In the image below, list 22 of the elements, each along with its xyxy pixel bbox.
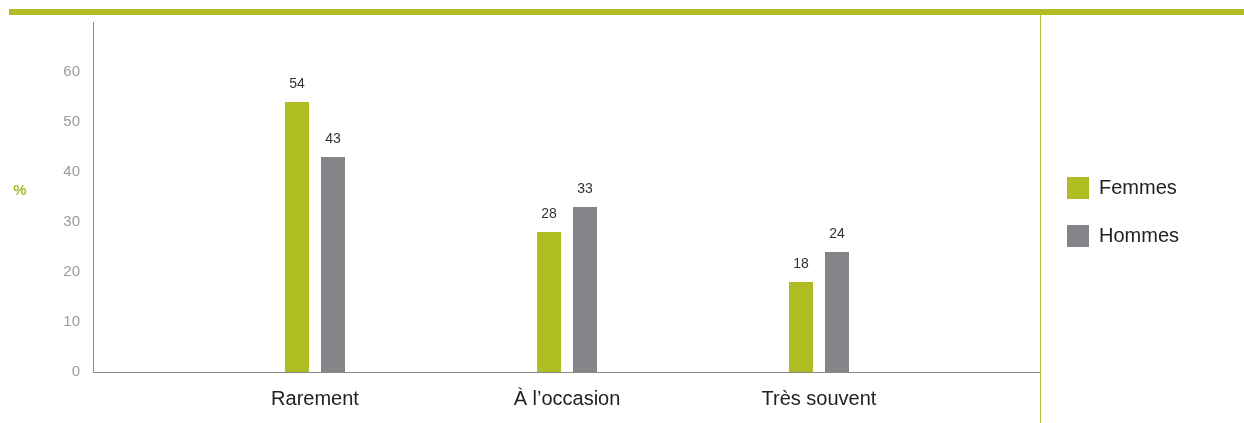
y-tick-label: 50 bbox=[63, 112, 80, 130]
y-tick-label: 40 bbox=[63, 162, 80, 180]
data-label: 33 bbox=[577, 179, 593, 196]
bar bbox=[536, 232, 561, 372]
y-tick-label: 60 bbox=[63, 62, 80, 80]
data-label: 18 bbox=[793, 254, 809, 271]
data-label: 28 bbox=[541, 204, 557, 221]
y-tick-label: 0 bbox=[71, 362, 80, 380]
bar bbox=[285, 102, 310, 372]
y-tick-label: 30 bbox=[63, 212, 80, 230]
data-label: 24 bbox=[829, 224, 845, 241]
data-label: 54 bbox=[289, 74, 305, 91]
legend-label: Hommes bbox=[1098, 223, 1180, 246]
data-label: 43 bbox=[325, 129, 341, 146]
x-tick-label: À l’occasion bbox=[513, 386, 621, 409]
y-tick-label: 10 bbox=[63, 312, 80, 330]
x-tick-label: Rarement bbox=[271, 386, 360, 409]
x-tick-label: Très souvent bbox=[761, 386, 877, 409]
y-axis-title: % bbox=[13, 181, 27, 199]
bar bbox=[788, 282, 813, 372]
y-tick-label: 20 bbox=[63, 262, 80, 280]
legend-label: Femmes bbox=[1098, 175, 1177, 198]
